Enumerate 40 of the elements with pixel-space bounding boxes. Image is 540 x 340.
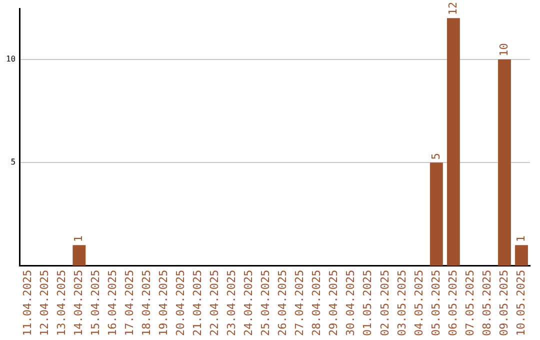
data-label: 1 (72, 236, 86, 242)
x-tick-label: 06.05.2025 (446, 270, 460, 336)
x-tick-label: 21.04.2025 (191, 270, 204, 336)
x-tick-label: 22.04.2025 (208, 270, 222, 336)
x-tick-label: 16.04.2025 (106, 270, 120, 336)
x-tick-label: 07.05.2025 (463, 270, 476, 336)
x-tick-label: 14.04.2025 (72, 270, 86, 336)
x-tick-label: 15.04.2025 (89, 270, 102, 336)
x-tick-label: 03.05.2025 (395, 270, 408, 336)
x-tick-label: 18.04.2025 (140, 270, 154, 336)
bar (498, 59, 511, 266)
x-tick-label: 23.04.2025 (225, 270, 238, 336)
data-label: 12 (446, 2, 460, 16)
x-tick-label: 25.04.2025 (259, 270, 272, 336)
x-tick-label: 10.05.2025 (514, 270, 528, 336)
x-tick-label: 11.04.2025 (21, 270, 34, 336)
x-tick-label: 05.05.2025 (429, 270, 442, 336)
x-tick-label: 27.04.2025 (293, 270, 306, 336)
bar (446, 18, 460, 266)
bar (515, 245, 528, 266)
data-label: 5 (429, 152, 442, 160)
x-tick-label: 30.04.2025 (344, 270, 358, 336)
x-tick-label: 08.05.2025 (480, 270, 494, 336)
x-tick-label: 13.04.2025 (55, 270, 68, 336)
x-tick-label: 20.04.2025 (174, 270, 188, 336)
x-tick-label: 24.04.2025 (242, 270, 256, 336)
x-tick-label: 12.04.2025 (38, 270, 52, 336)
x-tick-label: 19.04.2025 (157, 270, 170, 336)
x-tick-label: 01.05.2025 (361, 270, 374, 336)
x-tick-label: 26.04.2025 (276, 270, 290, 336)
x-tick-label: 04.05.2025 (412, 270, 426, 336)
x-tick-label: 09.05.2025 (497, 270, 510, 336)
bar (72, 245, 86, 266)
data-label: 10 (497, 43, 510, 56)
x-tick-label: 29.04.2025 (327, 270, 340, 336)
bar (430, 162, 443, 266)
x-tick-label: 28.04.2025 (310, 270, 324, 336)
data-label: 1 (514, 236, 528, 242)
x-tick-label: 17.04.2025 (123, 270, 136, 336)
x-tick-label: 02.05.2025 (378, 270, 392, 336)
